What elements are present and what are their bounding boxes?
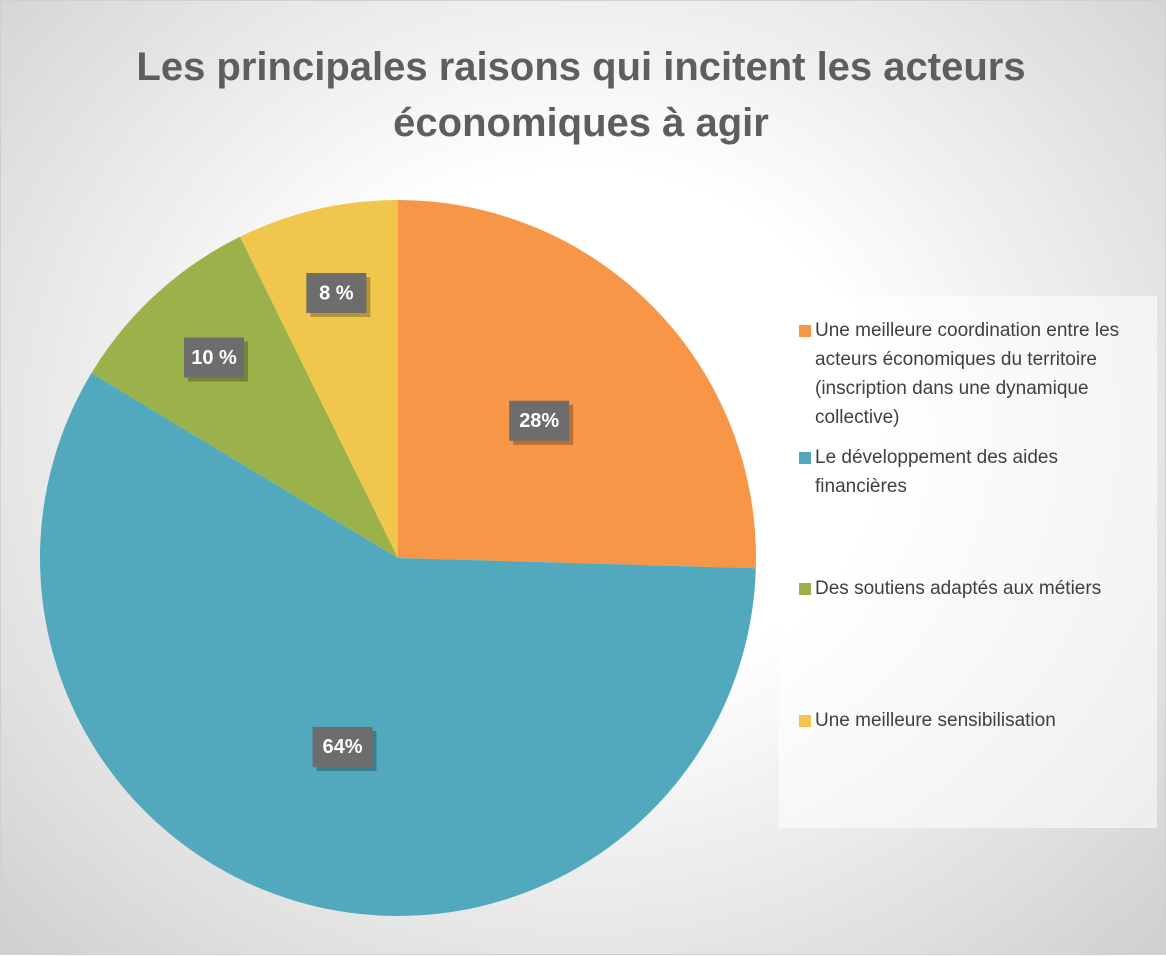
legend-label: Une meilleure coordination entre les act…	[815, 320, 1120, 428]
pie-slice	[91, 236, 398, 558]
data-label: 8 %	[306, 272, 371, 317]
data-label-box	[184, 337, 245, 378]
pie-slice	[39, 373, 756, 916]
data-label: 64%	[312, 726, 377, 771]
legend: Une meilleure coordination entre les act…	[779, 296, 1157, 828]
legend-swatch	[799, 452, 811, 464]
chart-title: Les principales raisons qui incitent les…	[136, 45, 1026, 145]
legend-label: Des soutiens adaptés aux métiers	[815, 578, 1102, 599]
legend-label: Le développement des aides financières	[815, 447, 1058, 497]
data-label-box	[312, 726, 373, 767]
data-label-text: 64%	[323, 736, 363, 758]
data-label-box	[509, 400, 570, 441]
legend-label: Une meilleure sensibilisation	[815, 710, 1056, 731]
data-label-text: 8 %	[319, 282, 354, 304]
data-label: 10 %	[184, 337, 249, 382]
legend-item: Des soutiens adaptés aux métiers	[799, 574, 1149, 603]
legend-swatch	[799, 583, 811, 595]
legend-item: Une meilleure coordination entre les act…	[799, 316, 1149, 432]
data-label-box	[306, 272, 367, 313]
pie-slice	[398, 200, 756, 569]
legend-swatch	[799, 715, 811, 727]
legend-item: Le développement des aides financières	[799, 443, 1149, 501]
data-label: 28%	[509, 400, 574, 445]
legend-item: Une meilleure sensibilisation	[799, 706, 1149, 735]
data-label-text: 28%	[519, 410, 559, 432]
legend-swatch	[799, 325, 811, 337]
data-label-text: 10 %	[191, 347, 237, 369]
